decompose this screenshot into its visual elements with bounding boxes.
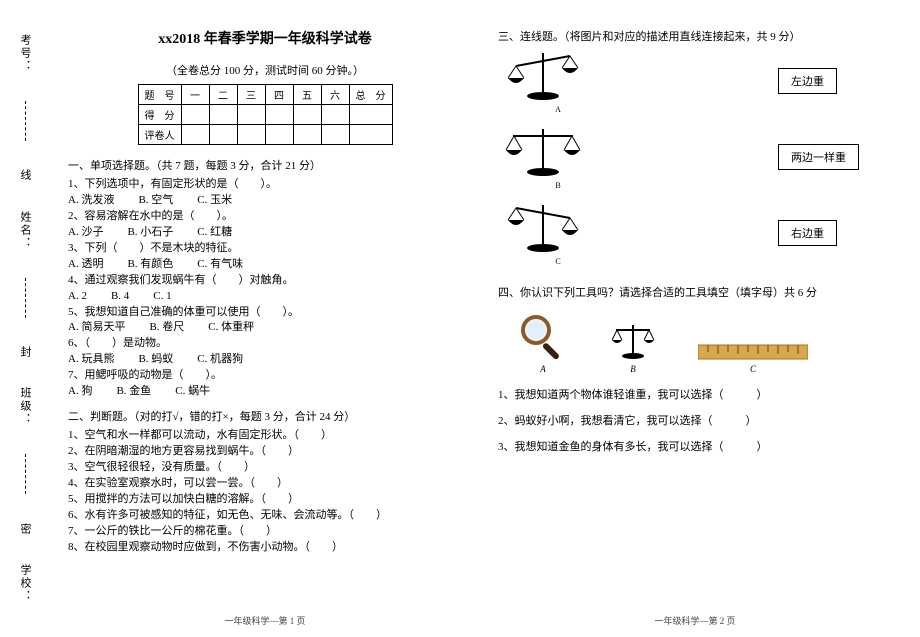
options: A. 狗B. 金鱼C. 蜗牛	[68, 384, 462, 400]
cell: 六	[321, 85, 349, 105]
scale-left-heavy-icon	[498, 48, 588, 103]
options: A. 2B. 4C. 1	[68, 289, 462, 305]
tf-item: 1、空气和水一样都可以流动，水有固定形状。（ ）	[68, 428, 462, 444]
score-table: 题 号 一 二 三 四 五 六 总 分 得 分 评卷人	[138, 84, 393, 145]
question: 1、下列选项中，有固定形状的是（ ）。	[68, 177, 462, 193]
cell	[293, 125, 321, 145]
section-1-heading: 一、单项选择题。（共 7 题，每题 3 分，合计 21 分）	[68, 157, 462, 173]
match-row: A 左边重	[498, 48, 892, 114]
scale-label: A	[498, 105, 618, 114]
question: 2、容易溶解在水中的是（ ）。	[68, 209, 462, 225]
scale-balanced-icon	[498, 124, 588, 179]
cell	[349, 125, 392, 145]
ruler-icon	[698, 342, 808, 362]
fill-question: 1、我想知道两个物体谁轻谁重，我可以选择（ ）	[498, 388, 892, 404]
tool-magnifier: A	[518, 312, 568, 374]
seal-char: 密	[17, 523, 33, 536]
balance-icon	[608, 322, 658, 362]
match-row: B 两边一样重	[498, 124, 892, 190]
exam-subtitle: （全卷总分 100 分，测试时间 60 分钟。）	[68, 62, 462, 78]
cell: 评卷人	[138, 125, 181, 145]
cell: 总 分	[349, 85, 392, 105]
options: A. 玩具熊B. 蚂蚁C. 机器狗	[68, 352, 462, 368]
question: 5、我想知道自己准确的体重可以使用（ ）。	[68, 305, 462, 321]
tool-balance: B	[608, 322, 658, 374]
section-2-heading: 二、判断题。（对的打√，错的打×，每题 3 分，合计 24 分）	[68, 408, 462, 424]
cell	[321, 125, 349, 145]
binding-label: 姓名：	[17, 211, 33, 250]
section-4-heading: 四、你认识下列工具吗？请选择合适的工具填空（填字母）共 6 分	[498, 284, 892, 300]
binding-margin: 考号： 线 姓名： 封 班级： 密 学校：	[0, 0, 50, 637]
table-row: 评卷人	[138, 125, 392, 145]
options: A. 沙子B. 小石子C. 红糖	[68, 225, 462, 241]
tool-label: A	[518, 364, 568, 374]
exam-title: xx2018 年春季学期一年级科学试卷	[68, 28, 462, 48]
seal-char: 封	[17, 346, 33, 359]
page-1: xx2018 年春季学期一年级科学试卷 （全卷总分 100 分，测试时间 60 …	[50, 0, 480, 637]
binding-label: 学校：	[17, 564, 33, 603]
tf-item: 2、在阴暗潮湿的地方更容易找到蜗牛。（ ）	[68, 444, 462, 460]
page-footer: 一年级科学—第 1 页	[50, 614, 480, 627]
tf-item: 3、空气很轻很轻，没有质量。（ ）	[68, 460, 462, 476]
magnifier-icon	[518, 312, 568, 362]
page-footer: 一年级科学—第 2 页	[480, 614, 910, 627]
cell	[349, 105, 392, 125]
question: 7、用鳃呼吸的动物是（ ）。	[68, 368, 462, 384]
cell	[321, 105, 349, 125]
cell: 三	[237, 85, 265, 105]
answer-box: 两边一样重	[778, 144, 859, 170]
cell	[181, 125, 209, 145]
binding-dash	[25, 101, 26, 141]
binding-dash	[25, 278, 26, 318]
question: 6、（ ）是动物。	[68, 336, 462, 352]
cell	[209, 105, 237, 125]
options: A. 洗发液B. 空气C. 玉米	[68, 193, 462, 209]
binding-label: 考号：	[17, 34, 33, 73]
cell: 五	[293, 85, 321, 105]
cell	[237, 105, 265, 125]
seal-char: 线	[17, 169, 33, 182]
cell	[293, 105, 321, 125]
cell: 题 号	[138, 85, 181, 105]
scale-right-heavy-icon	[498, 200, 588, 255]
tools-row: A B	[518, 312, 892, 374]
section-3-heading: 三、连线题。（将图片和对应的描述用直线连接起来，共 9 分）	[498, 28, 892, 44]
scale-label: C	[498, 257, 618, 266]
scale-label: B	[498, 181, 618, 190]
table-row: 题 号 一 二 三 四 五 六 总 分	[138, 85, 392, 105]
cell: 得 分	[138, 105, 181, 125]
tf-item: 8、在校园里观察动物时应做到，不伤害小动物。（ ）	[68, 540, 462, 556]
question: 3、下列（ ）不是木块的特征。	[68, 241, 462, 257]
fill-question: 3、我想知道金鱼的身体有多长，我可以选择（ ）	[498, 440, 892, 456]
tool-ruler: C	[698, 342, 808, 374]
cell	[181, 105, 209, 125]
tf-item: 4、在实验室观察水时，可以尝一尝。（ ）	[68, 476, 462, 492]
answer-box: 左边重	[778, 68, 837, 94]
tf-item: 6、水有许多可被感知的特征，如无色、无味、会流动等。（ ）	[68, 508, 462, 524]
binding-label: 班级：	[17, 387, 33, 426]
tf-item: 7、一公斤的铁比一公斤的棉花重。（ ）	[68, 524, 462, 540]
tool-label: B	[608, 364, 658, 374]
cell	[265, 105, 293, 125]
tf-item: 5、用搅拌的方法可以加快白糖的溶解。（ ）	[68, 492, 462, 508]
cell	[237, 125, 265, 145]
cell: 二	[209, 85, 237, 105]
question: 4、通过观察我们发现蜗牛有（ ）对触角。	[68, 273, 462, 289]
cell: 一	[181, 85, 209, 105]
page-2: 三、连线题。（将图片和对应的描述用直线连接起来，共 9 分） A 左边重	[480, 0, 910, 637]
fill-question: 2、蚂蚁好小啊，我想看清它，我可以选择（ ）	[498, 414, 892, 430]
binding-dash	[25, 454, 26, 494]
cell: 四	[265, 85, 293, 105]
cell	[265, 125, 293, 145]
table-row: 得 分	[138, 105, 392, 125]
cell	[209, 125, 237, 145]
options: A. 简易天平B. 卷尺C. 体重秤	[68, 320, 462, 336]
tool-label: C	[698, 364, 808, 374]
match-row: C 右边重	[498, 200, 892, 266]
answer-box: 右边重	[778, 220, 837, 246]
options: A. 透明B. 有颜色C. 有气味	[68, 257, 462, 273]
